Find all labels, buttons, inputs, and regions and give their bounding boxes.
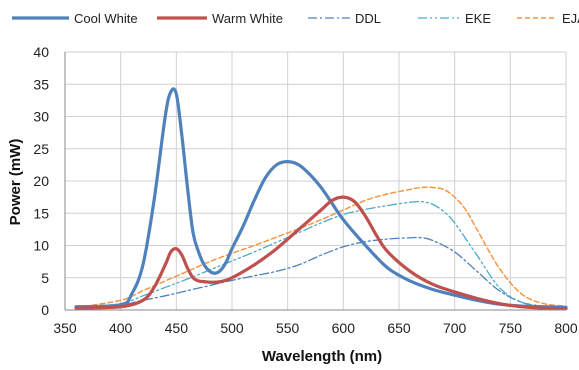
y-tick-label: 20	[33, 173, 49, 189]
y-tick-label: 10	[33, 238, 49, 254]
axes	[64, 52, 566, 311]
x-tick-label: 350	[53, 320, 77, 336]
y-tick-label: 15	[33, 205, 49, 221]
x-tick-label: 550	[276, 320, 300, 336]
y-tick-label: 5	[41, 270, 49, 286]
x-tick-label: 700	[443, 320, 467, 336]
x-tick-label: 450	[165, 320, 189, 336]
series-line-ddl	[75, 236, 567, 309]
x-axis-title: Wavelength (nm)	[262, 348, 382, 365]
legend-label-warm-white: Warm White	[212, 11, 283, 26]
legend-label-ddl: DDL	[355, 11, 381, 26]
y-tick-label: 35	[33, 76, 49, 92]
series-line-warm-white	[74, 195, 568, 311]
y-axis-title: Power (mW)	[7, 139, 24, 226]
series-line-eke	[75, 200, 567, 309]
legend-item-eke: EKE	[418, 11, 491, 26]
series-line-cool-white	[74, 87, 568, 310]
x-tick-label: 800	[554, 320, 578, 336]
series-line-eja	[75, 186, 567, 309]
y-tick-label: 40	[33, 44, 49, 60]
legend-item-eja: EJA	[517, 11, 579, 26]
legend-label-eke: EKE	[465, 11, 491, 26]
legend: Cool White Warm White DDL EKE EJA	[12, 11, 579, 26]
x-tick-label: 750	[499, 320, 523, 336]
y-tick-label: 0	[41, 302, 49, 318]
series-lines	[74, 87, 568, 311]
legend-label-eja: EJA	[562, 11, 579, 26]
x-tick-label: 650	[387, 320, 411, 336]
x-tick-label: 600	[332, 320, 356, 336]
y-tick-label: 30	[33, 109, 49, 125]
legend-item-cool-white: Cool White	[12, 11, 138, 26]
x-tick-labels: 350 400 450 500 550 600 650 700 750 800	[53, 320, 578, 336]
legend-label-cool-white: Cool White	[74, 11, 138, 26]
legend-item-warm-white: Warm White	[157, 11, 283, 26]
y-tick-labels: 0 5 10 15 20 25 30 35 40	[33, 44, 49, 318]
x-tick-label: 400	[109, 320, 133, 336]
y-tick-label: 25	[33, 141, 49, 157]
legend-item-ddl: DDL	[308, 11, 381, 26]
x-tick-label: 500	[220, 320, 244, 336]
